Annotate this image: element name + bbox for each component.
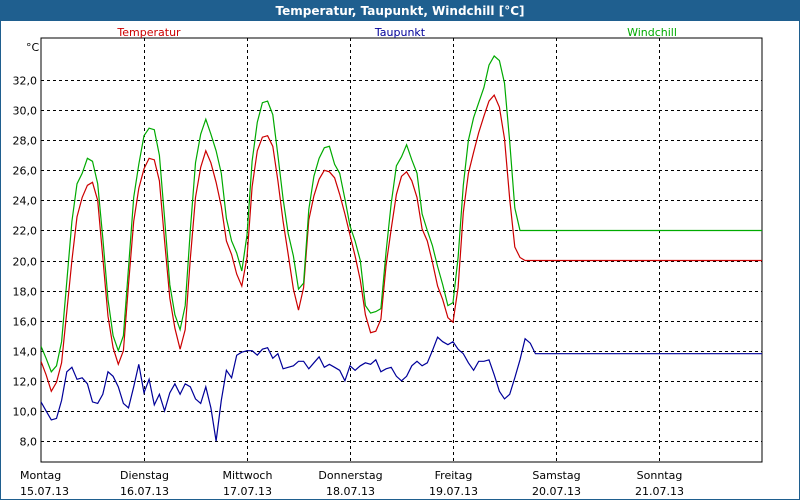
x-tick-date-label: 18.07.13 — [326, 485, 375, 498]
y-tick-label: 16,0 — [13, 316, 38, 329]
x-tick-day-label: Samstag — [532, 469, 580, 482]
x-tick-day-label: Montag — [20, 469, 61, 482]
y-tick-label: 12,0 — [13, 376, 38, 389]
x-tick-day-label: Sonntag — [637, 469, 683, 482]
legend-label-temperatur: Temperatur — [116, 26, 181, 39]
x-tick-day-label: Mittwoch — [223, 469, 273, 482]
x-tick-day-label: Dienstag — [120, 469, 169, 482]
y-tick-label: 8,0 — [20, 436, 38, 449]
y-axis-unit-label: °C — [26, 41, 40, 54]
y-tick-label: 24,0 — [13, 195, 38, 208]
x-tick-day-label: Freitag — [435, 469, 473, 482]
y-tick-label: 18,0 — [13, 286, 38, 299]
y-tick-label: 30,0 — [13, 105, 38, 118]
series-line-windchill — [41, 55, 762, 373]
chart-title: Temperatur, Taupunkt, Windchill [°C] — [1, 1, 799, 21]
y-tick-label: 22,0 — [13, 225, 38, 238]
y-tick-label: 26,0 — [13, 165, 38, 178]
x-tick-date-label: 17.07.13 — [223, 485, 272, 498]
y-tick-label: 14,0 — [13, 346, 38, 359]
plot-border — [40, 37, 763, 463]
x-tick-date-label: 21.07.13 — [635, 485, 684, 498]
y-tick-label: 20,0 — [13, 256, 38, 269]
legend-label-taupunkt: Taupunkt — [374, 26, 426, 39]
x-tick-date-label: 19.07.13 — [429, 485, 478, 498]
series-line-taupunkt — [41, 336, 762, 442]
x-tick-day-label: Donnerstag — [318, 469, 382, 482]
x-tick-date-label: 15.07.13 — [20, 485, 69, 498]
y-tick-label: 28,0 — [13, 135, 38, 148]
x-tick-date-label: 16.07.13 — [120, 485, 169, 498]
legend-label-windchill: Windchill — [627, 26, 677, 39]
x-tick-date-label: 20.07.13 — [532, 485, 581, 498]
series-line-temperatur — [41, 93, 762, 393]
y-tick-label: 32,0 — [13, 75, 38, 88]
y-tick-label: 10,0 — [13, 406, 38, 419]
